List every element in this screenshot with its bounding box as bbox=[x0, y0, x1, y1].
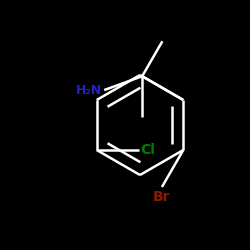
Text: Br: Br bbox=[153, 190, 171, 203]
Text: Cl: Cl bbox=[141, 143, 156, 157]
Text: H₂N: H₂N bbox=[76, 84, 102, 96]
